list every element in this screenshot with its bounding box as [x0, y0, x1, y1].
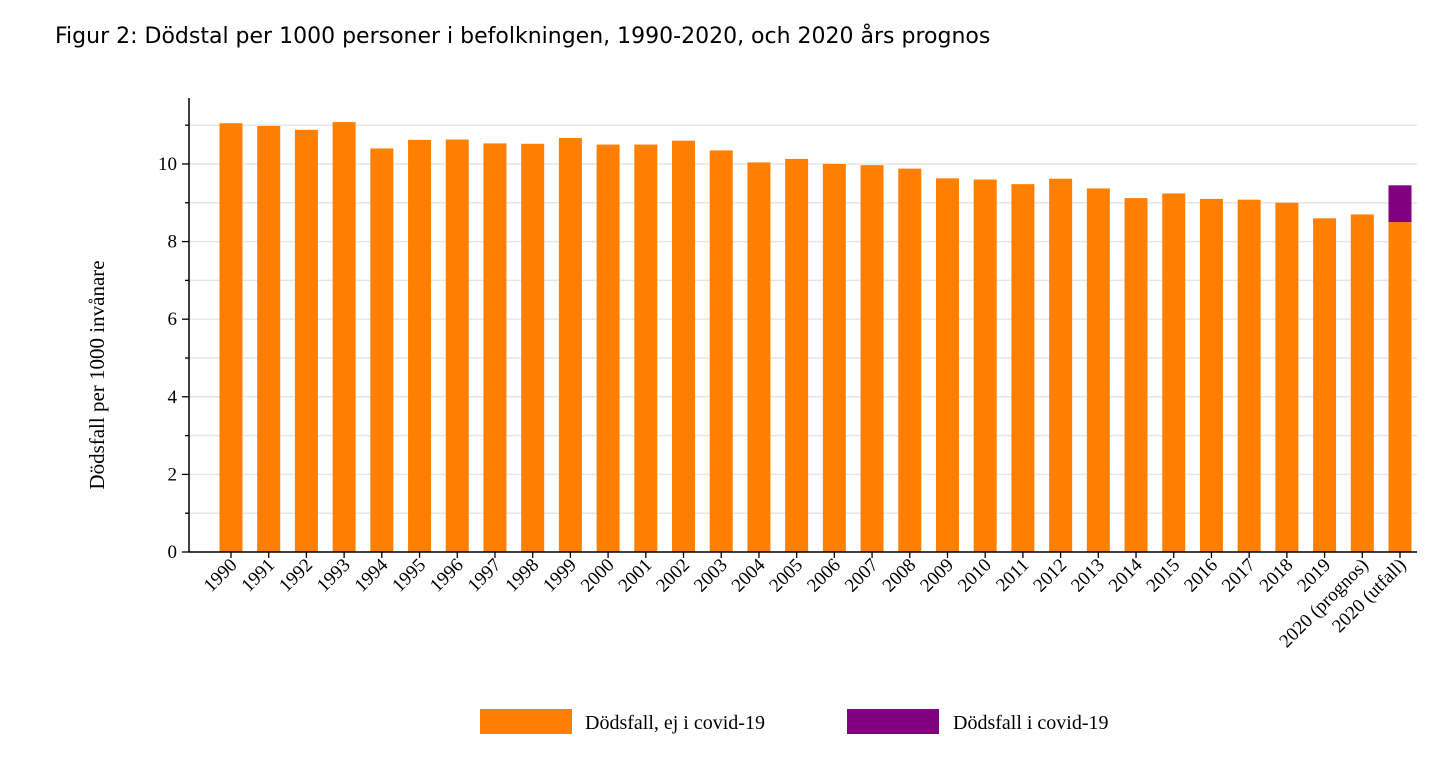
- legend-swatch: [847, 709, 939, 734]
- bar-non-covid: [747, 162, 771, 552]
- x-tick-label: 1996: [426, 555, 468, 597]
- y-axis-label: Dödsfall per 1000 invånare: [85, 260, 109, 489]
- bar-non-covid: [898, 168, 922, 552]
- bar-non-covid: [596, 144, 620, 553]
- x-tick-label: 1999: [539, 555, 581, 597]
- x-tick-label: 1991: [238, 555, 280, 597]
- bar-non-covid: [1275, 202, 1299, 552]
- bar-covid: [1388, 185, 1412, 223]
- bar-non-covid: [1049, 178, 1073, 552]
- bar-non-covid: [672, 140, 696, 552]
- x-tick-label: 2001: [615, 555, 657, 597]
- bar-non-covid: [332, 122, 356, 553]
- x-tick-label: 2017: [1218, 555, 1260, 597]
- page-title: Figur 2: Dödstal per 1000 personer i bef…: [55, 24, 991, 49]
- x-tick-label: 2011: [992, 555, 1033, 596]
- bar-non-covid: [1199, 198, 1223, 552]
- x-tick-label: 2018: [1256, 555, 1298, 597]
- x-tick-label: 2003: [690, 555, 732, 597]
- bar-non-covid: [1162, 193, 1186, 552]
- x-tick-label: 2014: [1105, 554, 1147, 596]
- bar-non-covid: [219, 123, 243, 552]
- x-tick-label: 2000: [577, 555, 619, 597]
- x-tick-label: 2016: [1180, 555, 1222, 597]
- legend-label: Dödsfall i covid-19: [953, 712, 1109, 734]
- bar-non-covid: [1086, 188, 1110, 552]
- bar-non-covid: [558, 137, 582, 552]
- axes: [182, 98, 1417, 558]
- y-tick-label: 2: [168, 464, 178, 485]
- bar-non-covid: [483, 143, 507, 552]
- x-tick-label: 2007: [841, 555, 883, 597]
- bar-non-covid: [935, 178, 959, 553]
- y-tick-label: 0: [168, 542, 178, 563]
- bar-non-covid: [1313, 218, 1337, 553]
- bar-non-covid: [1388, 222, 1412, 552]
- bar-non-covid: [1124, 198, 1148, 552]
- bars: [219, 122, 1412, 553]
- x-tick-label: 2008: [879, 555, 921, 597]
- bar-non-covid: [370, 148, 394, 552]
- x-tick-label: 2006: [803, 555, 845, 597]
- x-tick-label: 2012: [1029, 555, 1071, 597]
- bar-non-covid: [445, 139, 469, 552]
- x-tick-label: 2002: [652, 555, 694, 597]
- bar-non-covid: [860, 165, 884, 552]
- y-tick-label: 8: [168, 232, 178, 253]
- x-tick-label: 2005: [765, 555, 807, 597]
- bar-non-covid: [822, 163, 846, 552]
- x-tick-label: 1992: [275, 555, 317, 597]
- bar-non-covid: [709, 150, 733, 552]
- x-tick-label: 1990: [200, 555, 242, 597]
- x-tick-label: 2004: [728, 554, 770, 596]
- x-tick-label: 2010: [954, 555, 996, 597]
- x-tick-label: 2009: [916, 555, 958, 597]
- x-tick-label: 2015: [1143, 555, 1185, 597]
- legend: Dödsfall, ej i covid-19 Dödsfall i covid-…: [480, 709, 1109, 734]
- bar-non-covid: [634, 144, 658, 553]
- bar-non-covid: [257, 125, 281, 552]
- bar-non-covid: [408, 139, 432, 552]
- y-tick-label: 6: [168, 309, 178, 330]
- y-tick-label: 10: [158, 154, 177, 175]
- bar-non-covid: [1011, 184, 1035, 552]
- bar-non-covid: [1350, 214, 1374, 552]
- bar-non-covid: [973, 179, 997, 552]
- legend-label: Dödsfall, ej i covid-19: [585, 712, 765, 734]
- x-tick-label: 1994: [351, 554, 393, 596]
- bar-non-covid: [1237, 199, 1261, 552]
- x-tick-label: 1998: [501, 555, 543, 597]
- legend-swatch: [480, 709, 572, 734]
- x-tick-label: 2013: [1067, 555, 1109, 597]
- x-tick-label: 1993: [313, 555, 355, 597]
- y-tick-labels: 0 2 4 6 8 10: [158, 154, 178, 563]
- x-tick-label: 1995: [388, 555, 430, 597]
- bar-non-covid: [521, 143, 545, 553]
- bar-non-covid: [294, 129, 318, 553]
- y-tick-label: 4: [168, 387, 178, 408]
- x-tick-labels: 1990199119921993199419951996199719981999…: [200, 554, 1411, 652]
- x-tick-label: 1997: [464, 555, 506, 597]
- bar-non-covid: [785, 158, 809, 552]
